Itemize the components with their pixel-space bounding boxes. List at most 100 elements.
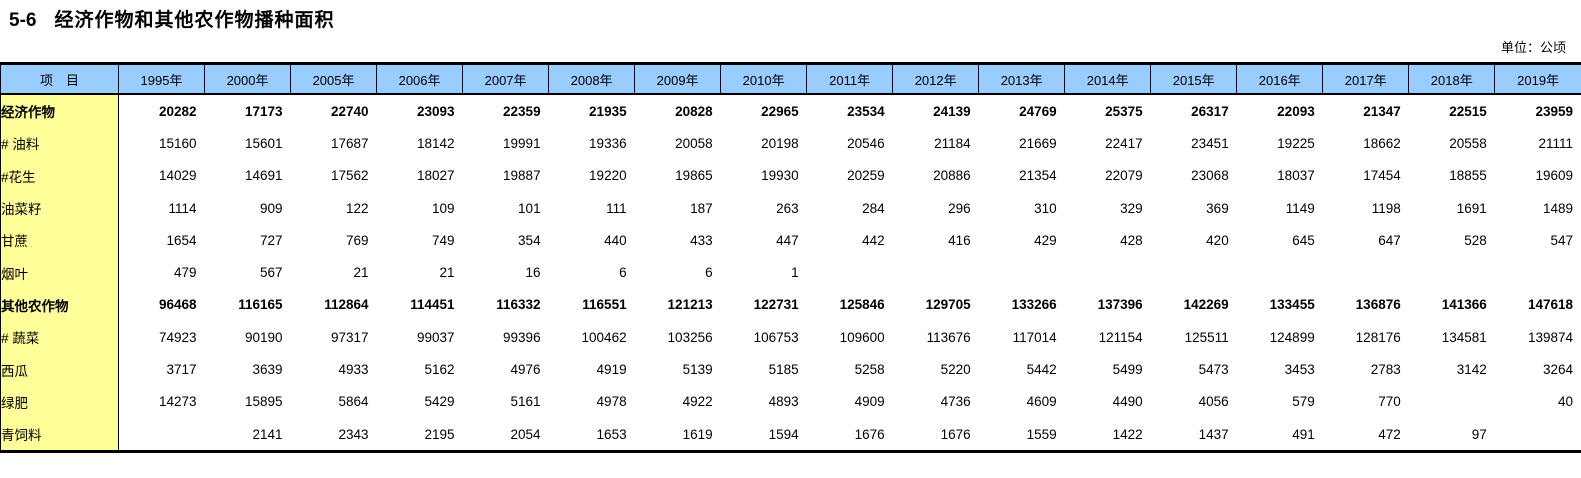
value-cell: 22093 (1236, 94, 1323, 128)
value-cell: 133266 (978, 288, 1065, 322)
row-label: # 油料 (0, 127, 119, 160)
column-header-year: 2007年 (462, 63, 550, 95)
value-cell: 369 (1150, 191, 1237, 225)
row-label: 烟叶 (0, 256, 119, 289)
value-cell: 97317 (290, 321, 377, 354)
row-label: 绿肥 (0, 385, 119, 418)
value-cell: 749 (376, 224, 463, 257)
table-row: 青饲料 2141 2343 2195 2054 1653 1619 1594 1676 1676 1… (0, 417, 1581, 452)
value-cell: 96468 (118, 288, 205, 322)
value-cell: 17687 (290, 127, 377, 160)
value-cell: 14691 (204, 159, 291, 192)
value-cell: 1437 (1150, 417, 1237, 452)
value-cell: 3717 (118, 353, 205, 386)
row-label: # 蔬菜 (0, 321, 119, 354)
value-cell: 4976 (462, 353, 549, 386)
row-label: 西瓜 (0, 353, 119, 386)
value-cell: 125846 (806, 288, 893, 322)
value-cell: 121154 (1064, 321, 1151, 354)
value-cell: 491 (1236, 417, 1323, 452)
value-cell: 4909 (806, 385, 893, 418)
value-cell: 19865 (634, 159, 721, 192)
column-header-year: 2012年 (892, 63, 980, 95)
value-cell: 428 (1064, 224, 1151, 257)
value-cell: 23068 (1150, 159, 1237, 192)
value-cell: 116165 (204, 288, 291, 322)
value-cell: 125511 (1150, 321, 1237, 354)
table-row: # 油料 15160 15601 17687 18142 19991 19336 20058 2… (0, 127, 1581, 160)
value-cell: 1653 (548, 417, 635, 452)
value-cell: 21184 (892, 127, 979, 160)
value-cell: 420 (1150, 224, 1237, 257)
value-cell: 1654 (118, 224, 205, 257)
value-cell: 5473 (1150, 353, 1237, 386)
value-cell: 329 (1064, 191, 1151, 225)
value-cell: 4056 (1150, 385, 1237, 418)
value-cell: 3453 (1236, 353, 1323, 386)
value-cell: 99396 (462, 321, 549, 354)
value-cell: 129705 (892, 288, 979, 322)
value-cell: 645 (1236, 224, 1323, 257)
value-cell: 5139 (634, 353, 721, 386)
value-cell: 23451 (1150, 127, 1237, 160)
value-cell: 18142 (376, 127, 463, 160)
value-cell: 19930 (720, 159, 807, 192)
column-header-year: 2010年 (720, 63, 808, 95)
column-header-year: 2018年 (1408, 63, 1496, 95)
value-cell: 109600 (806, 321, 893, 354)
value-cell: 21669 (978, 127, 1065, 160)
value-cell: 15601 (204, 127, 291, 160)
value-cell: 101 (462, 191, 549, 225)
value-cell: 15160 (118, 127, 205, 160)
value-cell: 19336 (548, 127, 635, 160)
value-cell: 100462 (548, 321, 635, 354)
column-header-year: 2013年 (978, 63, 1066, 95)
value-cell: 24769 (978, 94, 1065, 128)
column-header-year: 2005年 (290, 63, 378, 95)
value-cell: 5258 (806, 353, 893, 386)
value-cell: 1619 (634, 417, 721, 452)
value-cell: 40 (1494, 385, 1581, 418)
value-cell: 4893 (720, 385, 807, 418)
value-cell: 25375 (1064, 94, 1151, 128)
value-cell: 19225 (1236, 127, 1323, 160)
value-cell: 5429 (376, 385, 463, 418)
value-cell: 90190 (204, 321, 291, 354)
page-title: 5-6 经济作物和其他农作物播种面积 (9, 5, 334, 32)
value-cell: 122 (290, 191, 377, 225)
value-cell (1236, 256, 1323, 289)
value-cell: 109 (376, 191, 463, 225)
value-cell: 20282 (118, 94, 205, 128)
value-cell: 22359 (462, 94, 549, 128)
value-cell: 14273 (118, 385, 205, 418)
value-cell: 23534 (806, 94, 893, 128)
value-cell: 442 (806, 224, 893, 257)
value-cell: 21 (376, 256, 463, 289)
value-cell: 112864 (290, 288, 377, 322)
value-cell: 354 (462, 224, 549, 257)
value-cell (1408, 385, 1495, 418)
value-cell: 21354 (978, 159, 1065, 192)
column-header-year: 2006年 (376, 63, 464, 95)
value-cell (1494, 417, 1581, 452)
value-cell: 21111 (1494, 127, 1581, 160)
value-cell: 440 (548, 224, 635, 257)
value-cell: 141366 (1408, 288, 1495, 322)
row-label: 经济作物 (0, 94, 119, 128)
value-cell: 114451 (376, 288, 463, 322)
value-cell (118, 417, 205, 452)
value-cell: 18855 (1408, 159, 1495, 192)
column-header-year: 2011年 (806, 63, 894, 95)
value-cell: 416 (892, 224, 979, 257)
value-cell: 18037 (1236, 159, 1323, 192)
value-cell: 2783 (1322, 353, 1409, 386)
table-row: #花生 14029 14691 17562 18027 19887 19220 19865 19… (0, 159, 1581, 192)
value-cell: 15895 (204, 385, 291, 418)
value-cell: 21347 (1322, 94, 1409, 128)
column-header-year: 2000年 (204, 63, 292, 95)
value-cell: 16 (462, 256, 549, 289)
value-cell: 99037 (376, 321, 463, 354)
value-cell: 17173 (204, 94, 291, 128)
value-cell: 1422 (1064, 417, 1151, 452)
value-cell: 20546 (806, 127, 893, 160)
